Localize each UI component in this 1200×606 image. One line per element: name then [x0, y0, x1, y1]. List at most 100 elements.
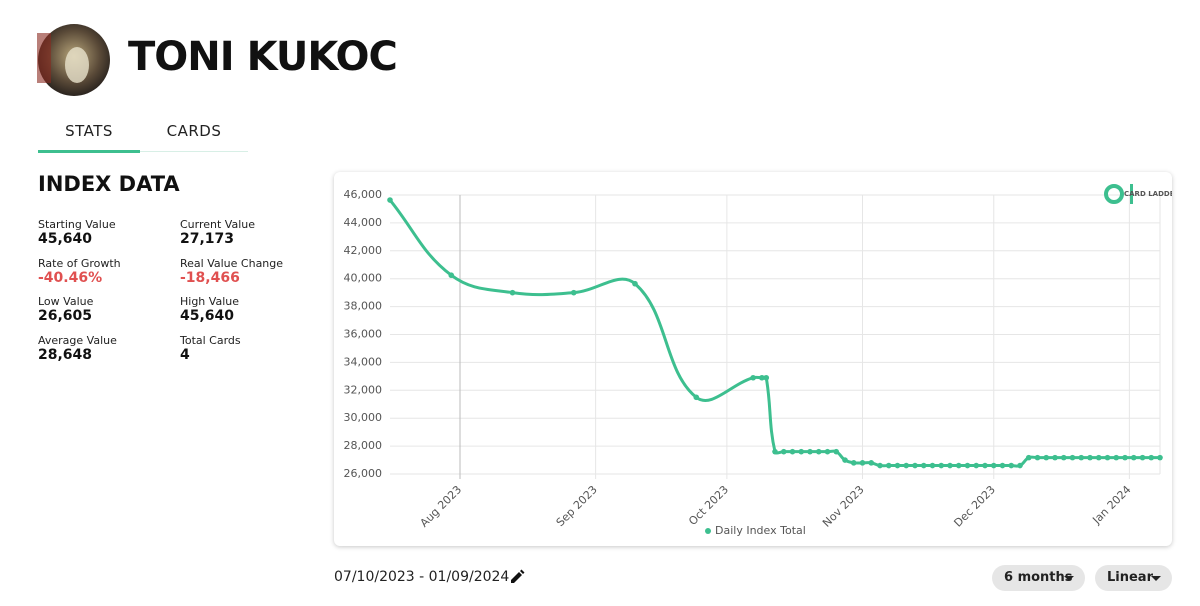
legend-label: Daily Index Total [715, 524, 806, 537]
logo: CARD LADDER [1104, 184, 1172, 204]
data-point [759, 374, 765, 381]
player-name: TONI KUKOC [128, 34, 398, 80]
data-point [1104, 454, 1111, 461]
chart-card: 26,000 28,000 30,000 32,000 34,000 36,000 38,0… [334, 172, 1172, 546]
data-point [982, 462, 988, 469]
data-point [693, 394, 700, 401]
data-point [1078, 454, 1085, 461]
data-line [388, 199, 1160, 468]
data-point [920, 462, 927, 469]
x-tick-label: Aug 2023 [418, 483, 465, 530]
data-point [815, 448, 822, 455]
data-point [929, 462, 936, 469]
data-point [885, 462, 892, 469]
data-point [1043, 454, 1050, 461]
data-point [1139, 454, 1146, 461]
data-point [448, 272, 455, 279]
data-point [999, 462, 1006, 469]
data-point [1122, 454, 1128, 461]
data-point [1025, 454, 1032, 461]
stat-label: Average Value [38, 333, 117, 347]
data-point [824, 448, 831, 455]
data-point [1017, 462, 1023, 469]
stat-value: 27,173 [180, 231, 235, 247]
x-tick-label: Dec 2023 [951, 483, 998, 530]
stat-label: High Value [180, 295, 239, 308]
y-tick-label: 42,000 [344, 244, 383, 257]
x-tick-label: Nov 2023 [820, 483, 867, 530]
period-select[interactable]: 6 months [992, 565, 1085, 591]
x-tick-label: Sep 2023 [554, 483, 600, 529]
data-point [1087, 454, 1093, 461]
edit-icon[interactable] [509, 569, 525, 585]
data-point [1113, 454, 1120, 461]
logo-mark [1104, 184, 1124, 204]
data-point [877, 462, 883, 469]
scale-select[interactable]: Linear [1095, 565, 1172, 591]
logo-mark [1130, 184, 1133, 204]
legend-marker [705, 528, 711, 534]
data-point [973, 462, 980, 469]
data-point [850, 460, 857, 466]
data-point [798, 448, 805, 455]
y-tick-label: 28,000 [344, 439, 383, 452]
date-range: 07/10/2023 - 01/09/2024 [334, 569, 510, 585]
data-point [1148, 454, 1155, 461]
data-point [833, 448, 840, 455]
data-point [964, 462, 971, 469]
data-point [1130, 454, 1137, 461]
data-point [1157, 454, 1163, 461]
data-point [947, 462, 953, 469]
logo-text: CARD LADDER [1124, 190, 1172, 198]
data-point [763, 374, 770, 381]
y-tick-label: 32,000 [344, 383, 383, 396]
data-point [1069, 454, 1076, 461]
stat-value: -40.46% [38, 269, 103, 286]
x-tick-label: Jan 2024 [1089, 483, 1133, 527]
stat-value: 28,648 [38, 346, 93, 363]
stat-value: 4 [180, 346, 190, 363]
data-point [903, 462, 910, 469]
y-tick-label: 30,000 [344, 411, 383, 424]
stat-label: Rate of Growth [38, 256, 121, 270]
stat-label: Starting Value [38, 218, 116, 231]
scale: Linear [1107, 570, 1153, 585]
data-point [938, 462, 945, 469]
data-point [807, 448, 813, 455]
data-point [789, 448, 796, 455]
data-point [750, 374, 756, 381]
data-point [912, 462, 918, 469]
tab[interactable]: CARDS [166, 122, 222, 140]
y-tick-label: 36,000 [344, 328, 383, 341]
stat-value: 45,640 [38, 231, 93, 247]
y-tick-label: 46,000 [344, 188, 383, 201]
tab[interactable]: STATS [65, 122, 113, 140]
data-point [509, 289, 516, 296]
period: 6 months [1004, 570, 1073, 585]
data-point [1060, 454, 1067, 461]
data-point [780, 448, 787, 455]
tab-indicator [38, 150, 140, 153]
stat-value: 45,640 [180, 308, 235, 324]
avatar [37, 24, 110, 96]
y-tick-label: 38,000 [344, 300, 383, 313]
data-point [894, 462, 901, 469]
stat-value: -18,466 [180, 269, 240, 286]
x-tick-label: Oct 2023 [686, 483, 731, 528]
data-point [1095, 454, 1102, 461]
data-point [1052, 454, 1058, 461]
data-point [772, 448, 778, 455]
data-point [1034, 454, 1041, 461]
data-point [955, 462, 962, 469]
chart: 26,000 28,000 30,000 32,000 34,000 36,000 38,0… [344, 184, 1172, 537]
data-point [842, 457, 848, 463]
y-tick-label: 26,000 [344, 467, 383, 480]
stat-label: Low Value [38, 295, 94, 308]
data-point [1008, 462, 1015, 469]
stat-label: Real Value Change [180, 256, 284, 270]
y-tick-label: 44,000 [344, 216, 383, 229]
data-point [990, 462, 997, 469]
data-point [387, 197, 393, 203]
data-point [859, 460, 866, 466]
